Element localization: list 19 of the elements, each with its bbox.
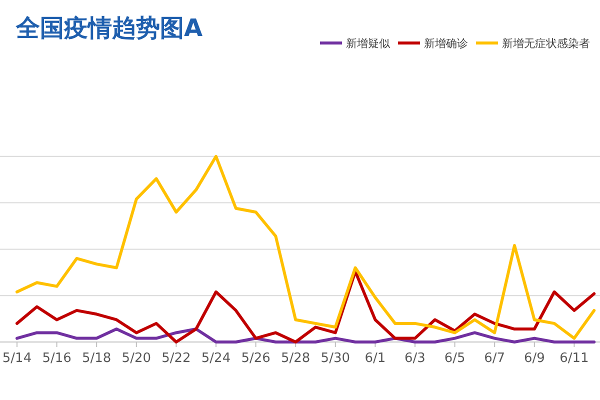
x-tick-label: 6/9 xyxy=(524,351,545,366)
x-tick-label: 6/7 xyxy=(484,351,506,366)
x-tick-label: 5/30 xyxy=(320,351,350,366)
x-tick-label: 5/20 xyxy=(122,351,151,366)
x-tick-label: 5/14 xyxy=(2,351,32,366)
legend-label: 新增无症状感染者 xyxy=(502,37,590,50)
chart-title: 全国疫情趋势图A xyxy=(15,14,203,42)
legend-label: 新增确诊 xyxy=(424,37,468,50)
x-tick-label: 6/3 xyxy=(404,351,426,366)
x-tick-label: 5/16 xyxy=(42,351,72,366)
x-tick-label: 5/28 xyxy=(281,351,310,366)
x-tick-label: 5/18 xyxy=(82,351,112,366)
x-tick-label: 5/26 xyxy=(241,351,270,366)
x-tick-label: 6/5 xyxy=(444,351,466,366)
legend-label: 新增疑似 xyxy=(346,37,390,50)
x-tick-label: 6/11 xyxy=(560,351,589,366)
x-tick-label: 5/24 xyxy=(201,351,231,366)
x-tick-label: 5/22 xyxy=(162,351,191,366)
x-tick-label: 6/1 xyxy=(364,351,386,366)
